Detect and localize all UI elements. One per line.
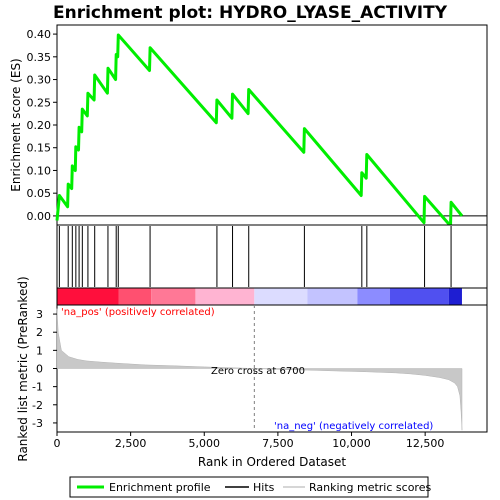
es-y-tick-label: 0.40	[27, 28, 52, 41]
neg-correlated-label: 'na_neg' (negatively correlated)	[274, 421, 433, 432]
x-tick-label: 7,500	[262, 437, 294, 450]
es-y-tick-label: 0.30	[27, 74, 52, 87]
x-tick-label: 12,500	[406, 437, 445, 450]
metric-y-tick-label: -2	[32, 399, 43, 412]
hits-frame	[56, 224, 488, 289]
es-panel: 0.00 0.05 0.10 0.15 0.20 0.25 0.30 0.35 0.40 Enr…	[9, 24, 488, 228]
ranking-metric-area	[56, 308, 463, 431]
metric-panel: 3 2 1 0 -1 -2 -3 'na_pos' (positively correlat…	[16, 276, 488, 462]
metric-y-tick-label: 3	[36, 308, 43, 321]
metric-y-tick-label: 2	[36, 326, 43, 339]
es-y-tick-label: 0.10	[27, 164, 52, 177]
x-tick-label: 2,500	[115, 437, 147, 450]
x-tick-label: 10,000	[332, 437, 371, 450]
heat-bar-segment	[357, 288, 390, 305]
heat-bar-segment	[389, 288, 449, 305]
legend: Enrichment profile Hits Ranking metric s…	[69, 476, 431, 498]
pos-correlated-label: 'na_pos' (positively correlated)	[61, 307, 215, 318]
heat-bar-segment	[151, 288, 196, 305]
metric-y-tick-label: 1	[36, 344, 43, 357]
es-frame	[56, 24, 488, 226]
es-y-tick-label: 0.05	[27, 187, 52, 200]
es-y-axis-label: Enrichment score (ES)	[9, 58, 23, 191]
legend-item-metric: Ranking metric scores	[309, 481, 431, 494]
heat-bar-segment	[195, 288, 255, 305]
legend-item-enrichment: Enrichment profile	[109, 481, 211, 494]
es-y-tick-label: 0.35	[27, 51, 52, 64]
x-tick-label: 0	[54, 437, 61, 450]
metric-y-axis-label: Ranked list metric (PreRanked)	[16, 276, 30, 461]
metric-y-tick-label: -3	[32, 417, 43, 430]
legend-item-hits: Hits	[253, 481, 275, 494]
es-y-tick-label: 0.20	[27, 119, 52, 132]
es-y-ticks: 0.00 0.05 0.10 0.15 0.20 0.25 0.30 0.35 0.40	[27, 28, 57, 223]
heat-bar-segment	[118, 288, 152, 305]
chart-title: Enrichment plot: HYDRO_LYASE_ACTIVITY	[53, 3, 448, 23]
zero-cross-label: Zero cross at 6700	[211, 366, 305, 377]
x-axis-label: Rank in Ordered Dataset	[198, 455, 346, 469]
metric-y-ticks: 3 2 1 0 -1 -2 -3	[32, 308, 57, 430]
hit-lines	[58, 226, 452, 287]
metric-y-tick-label: -1	[32, 381, 43, 394]
heat-bar-segment	[254, 288, 308, 305]
es-y-tick-label: 0.00	[27, 210, 52, 223]
heat-bar-segment	[448, 288, 462, 305]
x-tick-label: 5,000	[189, 437, 221, 450]
enrichment-profile-line	[55, 33, 464, 228]
heat-bar-segment	[57, 288, 119, 305]
rank-heat-bar	[57, 288, 462, 305]
es-y-tick-label: 0.15	[27, 142, 52, 155]
hits-panel	[56, 224, 488, 289]
metric-y-tick-label: 0	[36, 363, 43, 376]
heat-bar-segment	[307, 288, 358, 305]
x-axis-ticks: 0 2,500 5,000 7,500 10,000 12,500	[54, 432, 445, 450]
es-y-tick-label: 0.25	[27, 96, 52, 109]
